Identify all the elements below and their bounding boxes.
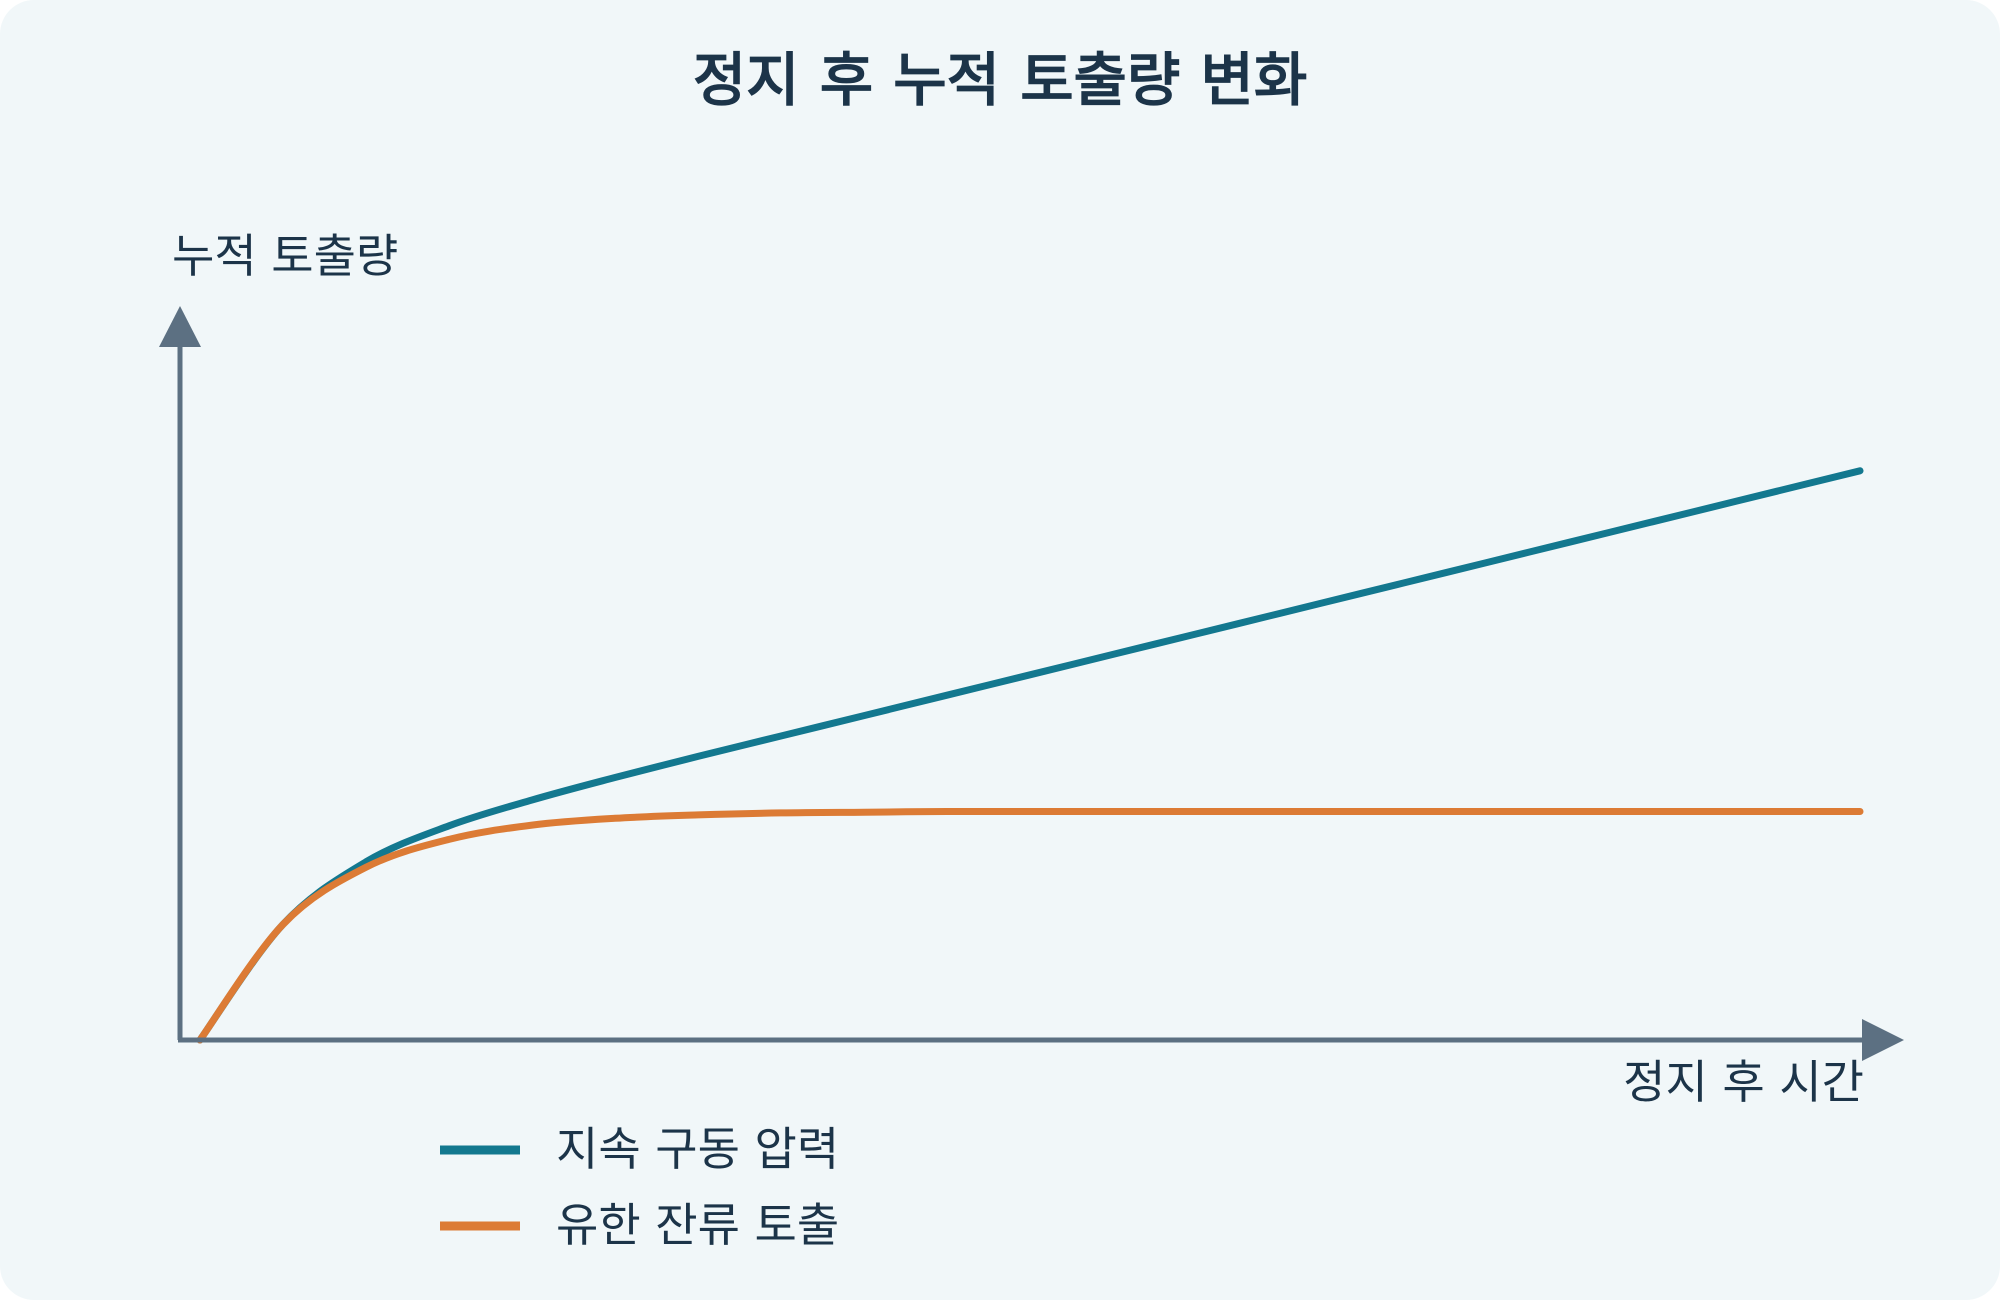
x-axis-label: 정지 후 시간 [1623, 1055, 1864, 1109]
chart-title: 정지 후 누적 토출량 변화 [693, 46, 1307, 114]
series-line-1 [196, 467, 1864, 1044]
series-line-2 [196, 807, 1864, 1044]
legend: 지속 구동 압력 유한 잔류 토출 [440, 1122, 839, 1252]
y-axis-label: 누적 토출량 [172, 229, 398, 283]
legend-label-series-1: 지속 구동 압력 [556, 1122, 839, 1176]
series-layer [196, 467, 1864, 1044]
x-axis-arrowhead [1862, 1019, 1904, 1061]
legend-label-series-2: 유한 잔류 토출 [556, 1198, 839, 1252]
y-axis-arrowhead [159, 306, 201, 347]
